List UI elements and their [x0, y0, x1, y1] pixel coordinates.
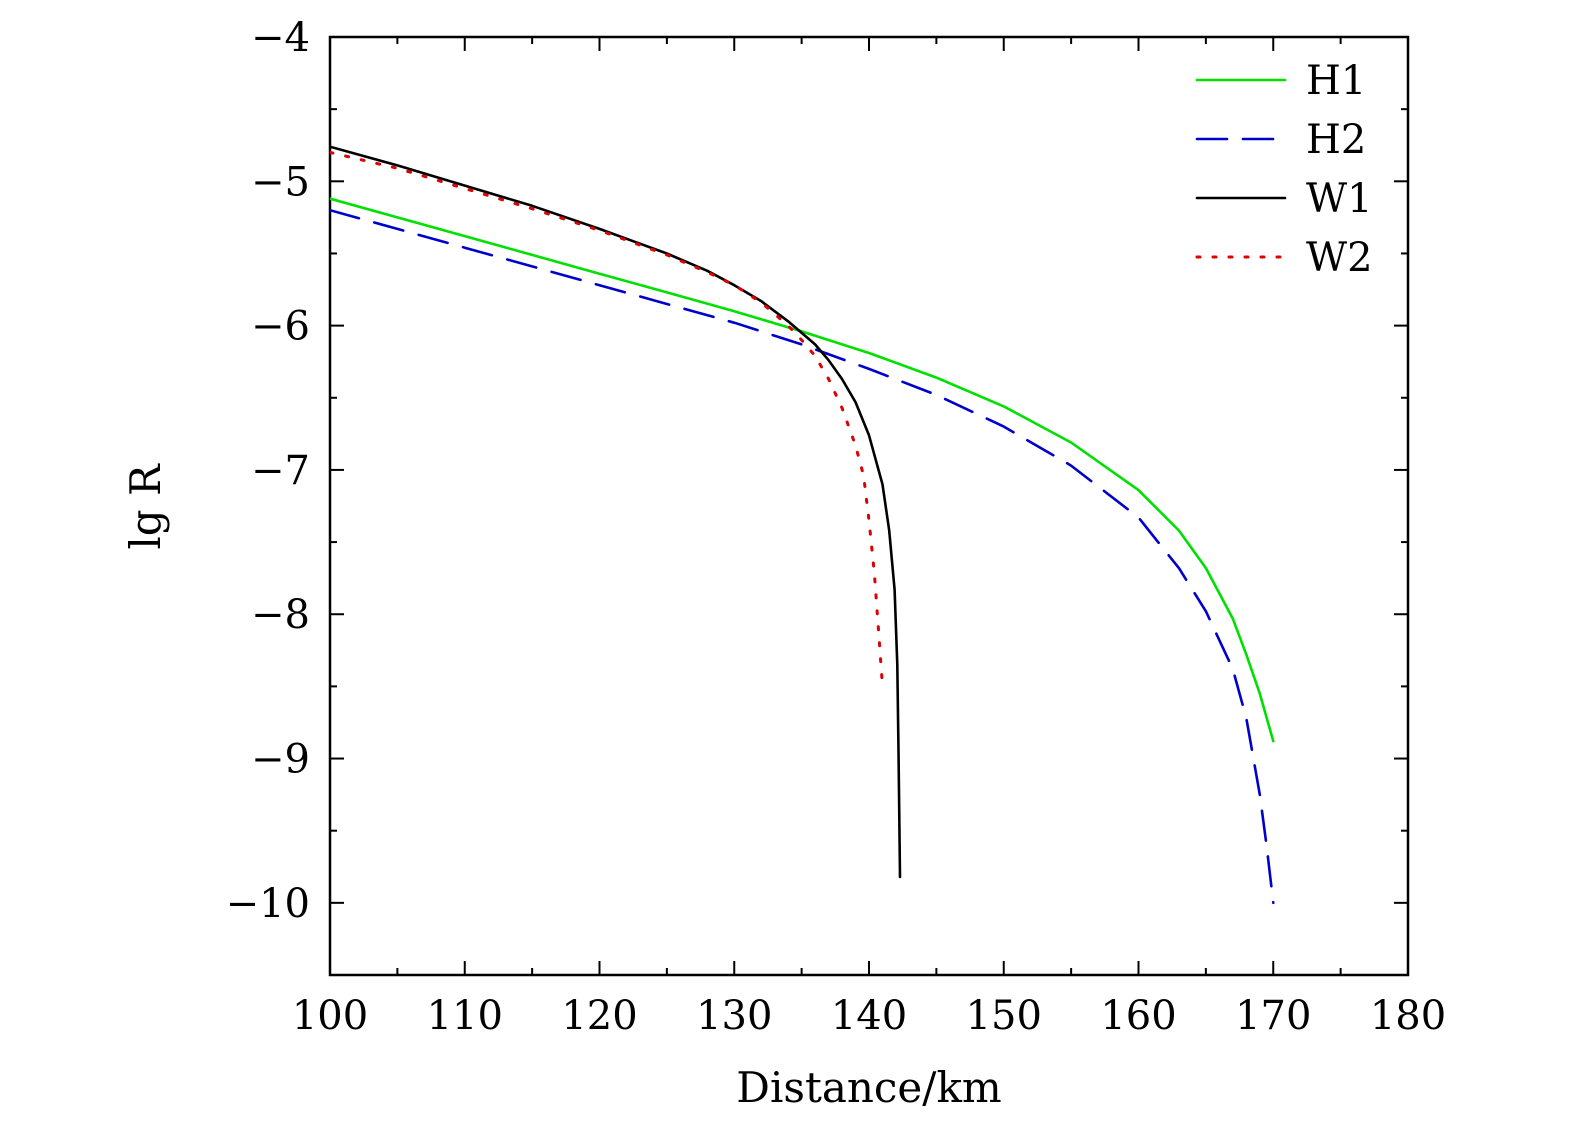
- x-tick-label: 160: [1100, 993, 1176, 1039]
- x-tick-label: 170: [1235, 993, 1311, 1039]
- axis-ticks: 100 110 120 130 140 150 160 170 180 −4 −5 −6 −7 −8 −9 −…: [226, 15, 1447, 1039]
- x-tick-label: 120: [561, 993, 637, 1039]
- x-tick-label: 180: [1370, 993, 1446, 1039]
- legend-label-h2: H2: [1306, 117, 1366, 163]
- y-tick-label: −5: [251, 159, 310, 205]
- x-tick-label: 140: [831, 993, 907, 1039]
- legend-label-h1: H1: [1306, 58, 1366, 104]
- x-axis-title: Distance/km: [736, 1063, 1001, 1112]
- y-tick-label: −6: [251, 304, 310, 350]
- legend-label-w2: W2: [1306, 235, 1373, 281]
- y-tick-label: −8: [251, 592, 310, 638]
- y-axis-title: lg R: [121, 463, 170, 550]
- x-tick-label: 130: [696, 993, 772, 1039]
- legend-label-w1: W1: [1306, 176, 1373, 222]
- series-line-h2: [330, 208, 1275, 905]
- y-tick-label: −9: [251, 737, 310, 783]
- series-line-w1: [330, 145, 902, 879]
- y-tick-label: −10: [226, 881, 310, 927]
- y-tick-label: −7: [251, 448, 310, 494]
- x-tick-label: 150: [966, 993, 1042, 1039]
- series-layer: [330, 145, 1275, 905]
- plot-frame: [328, 35, 1410, 977]
- x-tick-label: 100: [292, 993, 368, 1039]
- legend: H1 H2 W1 W2: [1195, 58, 1373, 281]
- series-line-h1: [330, 197, 1275, 743]
- y-tick-label: −4: [251, 15, 310, 61]
- series-line-w2: [330, 150, 884, 688]
- x-tick-label: 110: [427, 993, 503, 1039]
